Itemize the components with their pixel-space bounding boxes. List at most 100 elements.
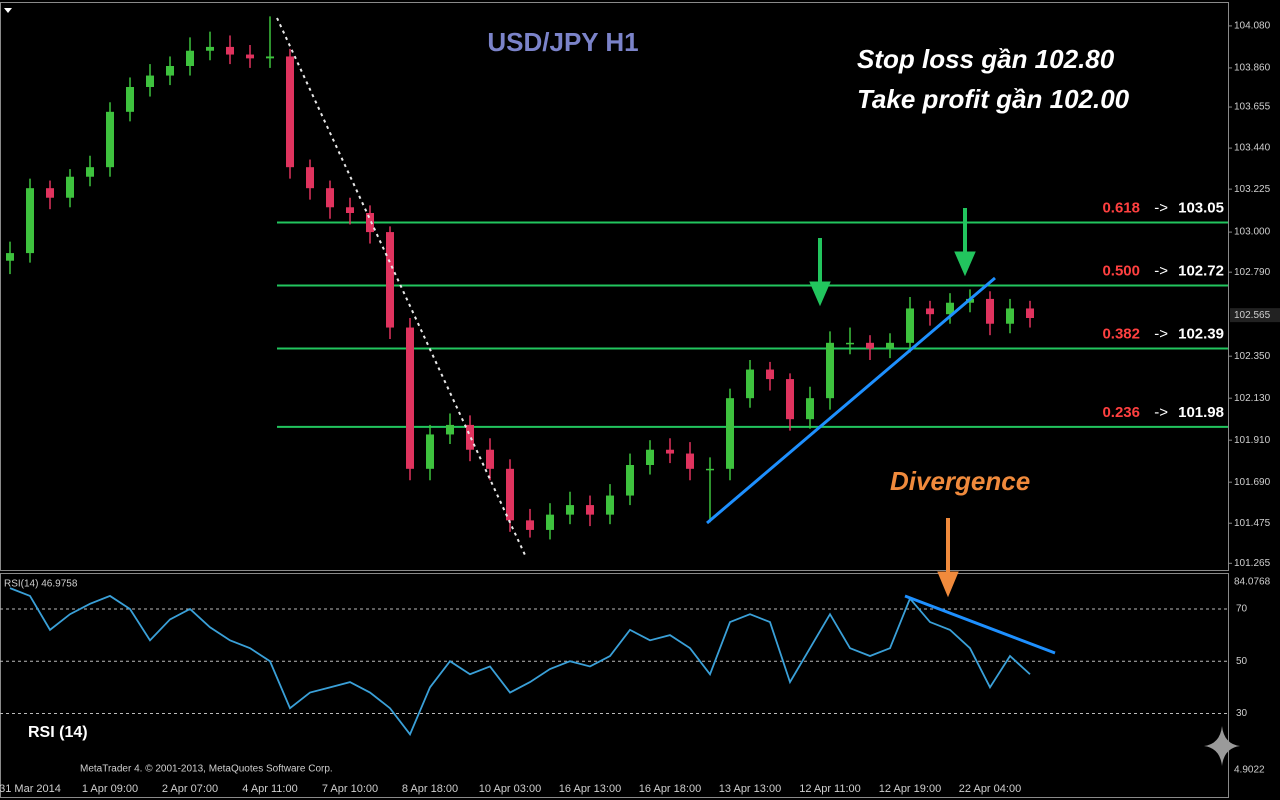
candle-body (746, 369, 754, 399)
y-tick-label: 103.860 (1234, 63, 1271, 74)
candle-body (6, 253, 14, 261)
fib-value: 102.72 (1178, 263, 1224, 280)
y-tick-label: 103.655 (1234, 102, 1271, 113)
y-tick-label: 102.350 (1234, 351, 1271, 362)
rsi-bottom-label: 4.9022 (1234, 765, 1265, 776)
fib-ratio: 0.236 (1102, 404, 1140, 421)
fib-arrow: -> (1154, 263, 1168, 280)
rsi-header: RSI(14) 46.9758 (4, 579, 78, 590)
rsi-panel-frame (0, 573, 1229, 798)
x-tick-label: 7 Apr 10:00 (322, 783, 378, 795)
candle-body (206, 46, 214, 51)
fib-ratio: 0.500 (1102, 263, 1140, 280)
green-arrows (809, 208, 976, 307)
current-price-tag (1230, 308, 1280, 323)
y-tick-label: 103.000 (1234, 227, 1271, 238)
fib-value: 103.05 (1178, 200, 1224, 217)
candle-body (606, 495, 614, 515)
candle-body (126, 87, 134, 112)
candle-body (466, 424, 474, 450)
candle-body (506, 468, 514, 521)
candle-body (306, 167, 314, 189)
candle-body (786, 379, 794, 420)
marks: 104.080 103.860 103.655 103.440 103.225 103.0… (0, 16, 1280, 795)
watermark-icon (1204, 726, 1240, 766)
candle-body (806, 398, 814, 420)
x-tick-label: 16 Apr 13:00 (559, 783, 621, 795)
candle-body (666, 449, 674, 454)
candle-body (226, 46, 234, 55)
y-tick-label: 101.265 (1234, 558, 1271, 569)
candle-body (586, 505, 594, 515)
fib-ratio: 0.382 (1102, 326, 1140, 343)
candle-body (626, 465, 634, 496)
footer: MetaTrader 4. © 2001-2013, MetaQuotes So… (80, 764, 333, 775)
candle-body (926, 308, 934, 315)
y-tick-label: 102.790 (1234, 267, 1271, 278)
candle-body (166, 66, 174, 76)
candle-body (766, 369, 774, 380)
candle-body (386, 232, 394, 328)
candle-body (1006, 308, 1014, 324)
candle-body (706, 468, 714, 471)
candle-body (26, 188, 34, 254)
candle-body (146, 75, 154, 87)
chart-title: USD/JPY H1 (487, 27, 638, 57)
y-tick-label: 104.080 (1234, 21, 1271, 32)
y-tick-label: 101.690 (1234, 477, 1271, 488)
candle-body (526, 520, 534, 530)
candle-body (546, 514, 554, 530)
y-tick-label: 101.475 (1234, 518, 1271, 529)
x-tick-label: 31 Mar 2014 (0, 783, 61, 795)
x-tick-label: 13 Apr 13:00 (719, 783, 781, 795)
fib-ratio: 0.618 (1102, 200, 1140, 217)
candle-body (646, 449, 654, 465)
rsi-tick-label: 70 (1236, 604, 1248, 615)
candle-body (366, 213, 374, 233)
x-tick-label: 10 Apr 03:00 (479, 783, 541, 795)
fib-arrow: -> (1154, 326, 1168, 343)
arrow-head (809, 281, 831, 307)
rsi-top-label: 84.0768 (1234, 577, 1271, 588)
menu-marker (4, 8, 12, 13)
candle-body (946, 302, 954, 315)
rsi-trend-line (904, 594, 1056, 655)
candle-body (686, 453, 694, 469)
x-tick-label: 12 Apr 11:00 (799, 783, 861, 795)
candle-body (866, 342, 874, 349)
y-tick-label: 102.130 (1234, 393, 1271, 404)
fib-value: 101.98 (1178, 404, 1224, 421)
rsi-line (9, 587, 1031, 737)
x-tick-label: 12 Apr 19:00 (879, 783, 941, 795)
current-price-label: 102.565 (1234, 310, 1271, 321)
candle-body (46, 188, 54, 198)
candle-body (1026, 308, 1034, 318)
x-tick-label: 1 Apr 09:00 (82, 783, 138, 795)
candle-body (346, 207, 354, 213)
arrow-head (954, 251, 976, 277)
x-tick-label: 2 Apr 07:00 (162, 783, 218, 795)
price-panel-frame (0, 2, 1229, 571)
y-tick-label: 101.910 (1234, 435, 1271, 446)
take-profit-note: Take profit gần 102.00 (857, 84, 1130, 114)
candle-body (826, 342, 834, 399)
rsi-label: RSI (14) (28, 724, 88, 741)
x-tick-label: 16 Apr 18:00 (639, 783, 701, 795)
x-tick-label: 22 Apr 04:00 (959, 783, 1021, 795)
candle-body (286, 56, 294, 168)
fib-arrow: -> (1154, 404, 1168, 421)
candle-body (486, 449, 494, 469)
fib-trend-line (276, 17, 526, 556)
rsi-tick-label: 30 (1236, 708, 1248, 719)
arrow-head (937, 571, 959, 598)
candle-body (426, 434, 434, 469)
y-tick-label: 103.225 (1234, 184, 1271, 195)
candle-body (326, 188, 334, 208)
rsi-tick-label: 50 (1236, 656, 1248, 667)
x-tick-label: 8 Apr 18:00 (402, 783, 458, 795)
divergence-note: Divergence (890, 466, 1030, 496)
fib-value: 102.39 (1178, 326, 1224, 343)
